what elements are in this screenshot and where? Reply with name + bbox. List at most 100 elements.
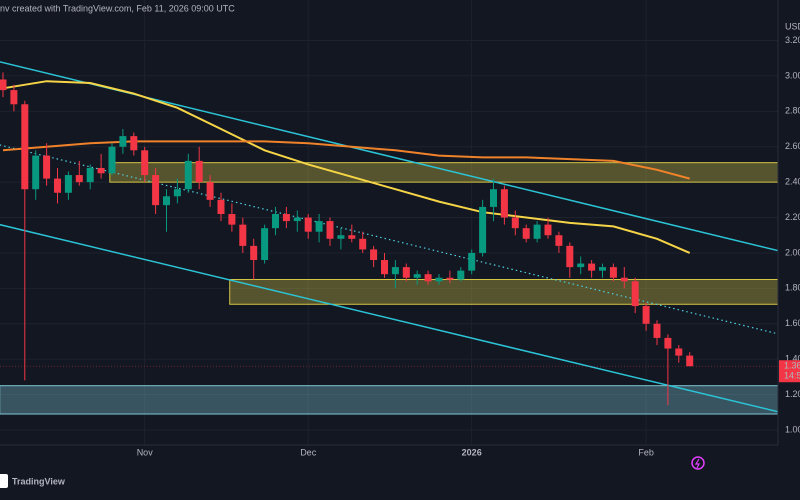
logo-text: TradingView	[12, 476, 66, 486]
x-tick-label: 2026	[462, 447, 482, 457]
candle-body	[195, 160, 203, 183]
candle-body	[21, 104, 29, 190]
y-tick-label: 2.20	[785, 212, 800, 222]
plot-area	[0, 61, 778, 415]
candle-body	[0, 79, 7, 91]
header: nv created with TradingView.com, Feb 11,…	[0, 3, 235, 13]
candle-body	[108, 146, 116, 174]
y-tick-label: 1.80	[785, 283, 800, 293]
candle-body	[337, 235, 345, 239]
candle-body	[75, 175, 83, 183]
candle-body	[424, 274, 432, 282]
candle-body	[326, 221, 334, 239]
candle-body	[359, 238, 367, 250]
candle-body	[620, 277, 628, 282]
candle-body	[239, 224, 247, 246]
trendline	[0, 144, 778, 335]
candle-body	[522, 228, 530, 239]
x-tick-label: Nov	[137, 447, 154, 457]
candle-body	[588, 263, 596, 271]
candle-body	[250, 245, 258, 261]
y-tick-label: 3.00	[785, 70, 800, 80]
zone	[229, 278, 778, 305]
y-tick-label: 1.00	[785, 424, 800, 434]
candle-body	[130, 136, 138, 151]
candle-body	[653, 323, 661, 338]
logo-icon	[0, 474, 8, 488]
candle-body	[402, 267, 410, 278]
logo: TradingView	[0, 474, 66, 488]
candle-body	[675, 348, 683, 356]
candle-body	[282, 214, 290, 222]
candle-body	[599, 267, 606, 271]
candle-body	[381, 260, 388, 275]
candle-body	[163, 196, 170, 206]
candle-body	[119, 136, 127, 147]
zone	[0, 385, 778, 415]
candle-body	[511, 217, 519, 229]
candle-body	[577, 263, 585, 268]
candle-body	[152, 175, 160, 206]
candle-body	[43, 155, 51, 179]
candle-body	[97, 167, 105, 174]
candle-body	[391, 267, 399, 275]
moving-average	[2, 80, 691, 254]
currency: USD	[785, 21, 800, 31]
candle-body	[631, 281, 639, 307]
candle-body	[642, 306, 650, 324]
candle-body	[468, 252, 476, 271]
candle-body	[555, 235, 563, 246]
candle-body	[64, 175, 72, 193]
price-tag	[779, 360, 800, 383]
candle-body	[500, 189, 508, 218]
x-tick-label: Feb	[638, 447, 654, 457]
candle-body	[370, 249, 378, 261]
axes: 1.00 1.20 1.40 1.60 1.80 2.00 2.20 2.40 2.60 2.80…	[137, 35, 800, 457]
candle-body	[54, 178, 61, 193]
candle-body	[348, 235, 356, 239]
y-tick-label: 3.20	[785, 35, 800, 45]
candle-body	[609, 267, 617, 278]
candle-body	[261, 228, 269, 261]
candle-body	[446, 277, 454, 280]
candle-body	[566, 245, 574, 268]
candle-body	[686, 355, 694, 367]
x-tick-label: Dec	[300, 447, 317, 457]
y-tick-label: 1.20	[785, 389, 800, 399]
candle-body	[315, 221, 323, 232]
price-tag-label: 1.36	[784, 361, 800, 371]
moving-average	[2, 140, 690, 180]
candle-body	[173, 189, 181, 197]
candle-body	[664, 337, 672, 349]
candle-body	[228, 214, 236, 225]
candle-body	[86, 167, 94, 183]
candle-body	[141, 150, 149, 176]
candle-body	[435, 277, 443, 282]
y-tick-label: 1.60	[785, 318, 800, 328]
candle-body	[184, 160, 192, 190]
y-tick-label: 2.80	[785, 106, 800, 116]
y-tick-label: 1.40	[785, 354, 800, 364]
alert-icon[interactable]	[691, 456, 705, 470]
candle-body	[413, 274, 421, 278]
y-tick-label: 2.00	[785, 247, 800, 257]
alert-icon-bolt	[694, 458, 700, 469]
trendline	[0, 223, 778, 413]
candle-body	[544, 224, 552, 236]
candle-body	[10, 90, 18, 105]
candle-body	[304, 217, 312, 232]
y-tick-label: 2.40	[785, 177, 800, 187]
countdown-label: 14:5	[784, 371, 800, 381]
candle-body	[32, 155, 40, 190]
y-tick-label: 2.60	[785, 141, 800, 151]
candle-body	[272, 214, 279, 229]
candle-body	[206, 182, 214, 200]
candle-body	[490, 189, 497, 207]
candle-body	[217, 199, 225, 215]
candle-body	[457, 270, 465, 280]
candle-body	[479, 206, 487, 253]
candle-body	[533, 224, 541, 239]
candle-body	[293, 217, 301, 222]
